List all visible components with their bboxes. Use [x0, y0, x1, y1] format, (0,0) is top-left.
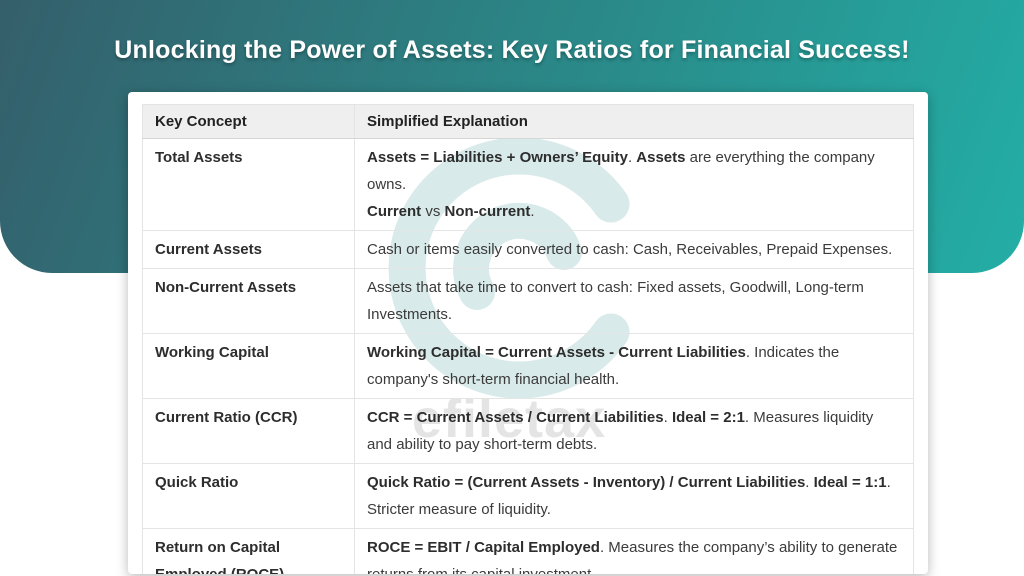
column-header-simplified-explanation: Simplified Explanation: [354, 104, 914, 139]
header-row: Key Concept Simplified Explanation: [142, 104, 914, 139]
page-title: Unlocking the Power of Assets: Key Ratio…: [114, 36, 910, 64]
row-label: Total Assets: [142, 138, 355, 231]
table-row-non-current-assets: Non-Current Assets Assets that take time…: [142, 268, 914, 334]
table-row-roce: Return on Capital Employed (ROCE) ROCE =…: [142, 528, 914, 574]
row-explanation: Quick Ratio = (Current Assets - Inventor…: [354, 463, 914, 529]
row-explanation: CCR = Current Assets / Current Liabiliti…: [354, 398, 914, 464]
table-row-working-capital: Working Capital Working Capital = Curren…: [142, 333, 914, 399]
column-header-key-concept: Key Concept: [142, 104, 355, 139]
row-explanation: Working Capital = Current Assets - Curre…: [354, 333, 914, 399]
row-label: Current Assets: [142, 230, 355, 269]
table-card: efiletax Key Concept Simplified Explanat…: [128, 92, 928, 574]
row-explanation: Cash or items easily converted to cash: …: [354, 230, 914, 269]
row-label: Working Capital: [142, 333, 355, 399]
table-row-quick-ratio: Quick Ratio Quick Ratio = (Current Asset…: [142, 463, 914, 529]
row-label: Non-Current Assets: [142, 268, 355, 334]
table-row-total-assets: Total Assets Assets = Liabilities + Owne…: [142, 138, 914, 231]
row-label: Return on Capital Employed (ROCE): [142, 528, 355, 574]
table-row-current-assets: Current Assets Cash or items easily conv…: [142, 230, 914, 269]
row-label: Quick Ratio: [142, 463, 355, 529]
table-row-current-ratio: Current Ratio (CCR) CCR = Current Assets…: [142, 398, 914, 464]
ratios-table: Key Concept Simplified Explanation Total…: [142, 104, 914, 574]
row-explanation: Assets that take time to convert to cash…: [354, 268, 914, 334]
row-explanation: Assets = Liabilities + Owners’ Equity. A…: [354, 138, 914, 231]
row-label: Current Ratio (CCR): [142, 398, 355, 464]
row-explanation: ROCE = EBIT / Capital Employed. Measures…: [354, 528, 914, 574]
